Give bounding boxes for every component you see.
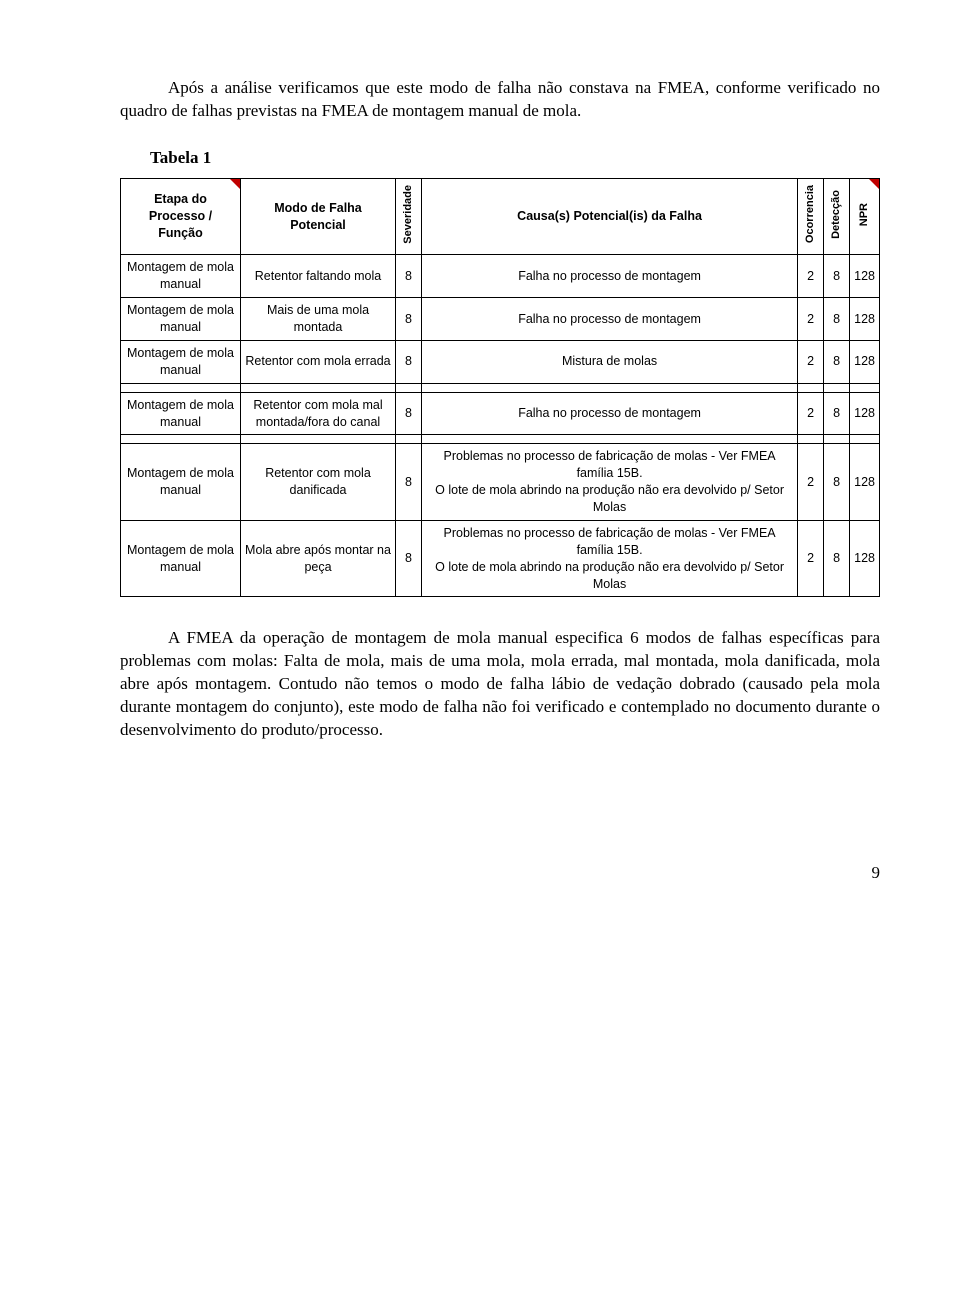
table-cell: 8 (396, 298, 422, 341)
table-cell: Problemas no processo de fabricação de m… (422, 520, 798, 597)
header-severidade: Severidade (396, 178, 422, 255)
table-cell: Falha no processo de montagem (422, 392, 798, 435)
header-causa: Causa(s) Potencial(is) da Falha (422, 178, 798, 255)
table-cell: 2 (798, 520, 824, 597)
intro-paragraph: Após a análise verificamos que este modo… (120, 77, 880, 123)
header-ocorrencia: Ocorrencia (798, 178, 824, 255)
table-cell: 8 (396, 340, 422, 383)
table-row: Montagem de mola manualRetentor com mola… (121, 392, 880, 435)
table-cell: Montagem de mola manual (121, 340, 241, 383)
table-cell: 2 (798, 255, 824, 298)
table-label: Tabela 1 (150, 147, 880, 170)
table-cell: 128 (850, 392, 880, 435)
table-cell: 2 (798, 298, 824, 341)
table-cell: 8 (396, 255, 422, 298)
table-row: Montagem de mola manualRetentor faltando… (121, 255, 880, 298)
table-cell: 128 (850, 255, 880, 298)
triangle-icon (230, 179, 240, 189)
table-row: Montagem de mola manualRetentor com mola… (121, 340, 880, 383)
table-cell: 8 (824, 298, 850, 341)
table-cell: Problemas no processo de fabricação de m… (422, 444, 798, 521)
triangle-icon (869, 179, 879, 189)
table-cell: 8 (824, 392, 850, 435)
table-cell: 128 (850, 444, 880, 521)
table-cell: 2 (798, 392, 824, 435)
header-row: Etapa do Processo / Função Modo de Falha… (121, 178, 880, 255)
table-cell: 8 (824, 444, 850, 521)
table-cell: Falha no processo de montagem (422, 298, 798, 341)
table-row: Montagem de mola manualMola abre após mo… (121, 520, 880, 597)
table-cell: 128 (850, 340, 880, 383)
table-cell: Montagem de mola manual (121, 392, 241, 435)
table-cell: 8 (824, 340, 850, 383)
header-etapa: Etapa do Processo / Função (121, 178, 241, 255)
page-number: 9 (120, 862, 880, 885)
table-cell: 8 (824, 255, 850, 298)
table-cell: Mais de uma mola montada (241, 298, 396, 341)
table-cell: Montagem de mola manual (121, 255, 241, 298)
table-cell: Montagem de mola manual (121, 298, 241, 341)
body-paragraph: A FMEA da operação de montagem de mola m… (120, 627, 880, 742)
table-cell: Retentor com mola mal montada/fora do ca… (241, 392, 396, 435)
header-npr: NPR (850, 178, 880, 255)
table-cell: 8 (396, 392, 422, 435)
table-cell: Falha no processo de montagem (422, 255, 798, 298)
table-body: Montagem de mola manualRetentor faltando… (121, 255, 880, 597)
table-cell: 128 (850, 298, 880, 341)
table-cell: Retentor com mola danificada (241, 444, 396, 521)
table-cell: 8 (396, 444, 422, 521)
table-cell: Montagem de mola manual (121, 520, 241, 597)
table-cell: 128 (850, 520, 880, 597)
table-cell: Mola abre após montar na peça (241, 520, 396, 597)
table-row: Montagem de mola manualMais de uma mola … (121, 298, 880, 341)
table-cell: 8 (824, 520, 850, 597)
table-cell: 2 (798, 444, 824, 521)
fmea-table: Etapa do Processo / Função Modo de Falha… (120, 178, 880, 598)
header-deteccao: Detecção (824, 178, 850, 255)
table-cell: Retentor faltando mola (241, 255, 396, 298)
gap-row (121, 383, 880, 392)
header-modo: Modo de Falha Potencial (241, 178, 396, 255)
table-cell: 2 (798, 340, 824, 383)
table-cell: Mistura de molas (422, 340, 798, 383)
table-cell: Montagem de mola manual (121, 444, 241, 521)
gap-row (121, 435, 880, 444)
table-row: Montagem de mola manualRetentor com mola… (121, 444, 880, 521)
table-cell: Retentor com mola errada (241, 340, 396, 383)
table-cell: 8 (396, 520, 422, 597)
